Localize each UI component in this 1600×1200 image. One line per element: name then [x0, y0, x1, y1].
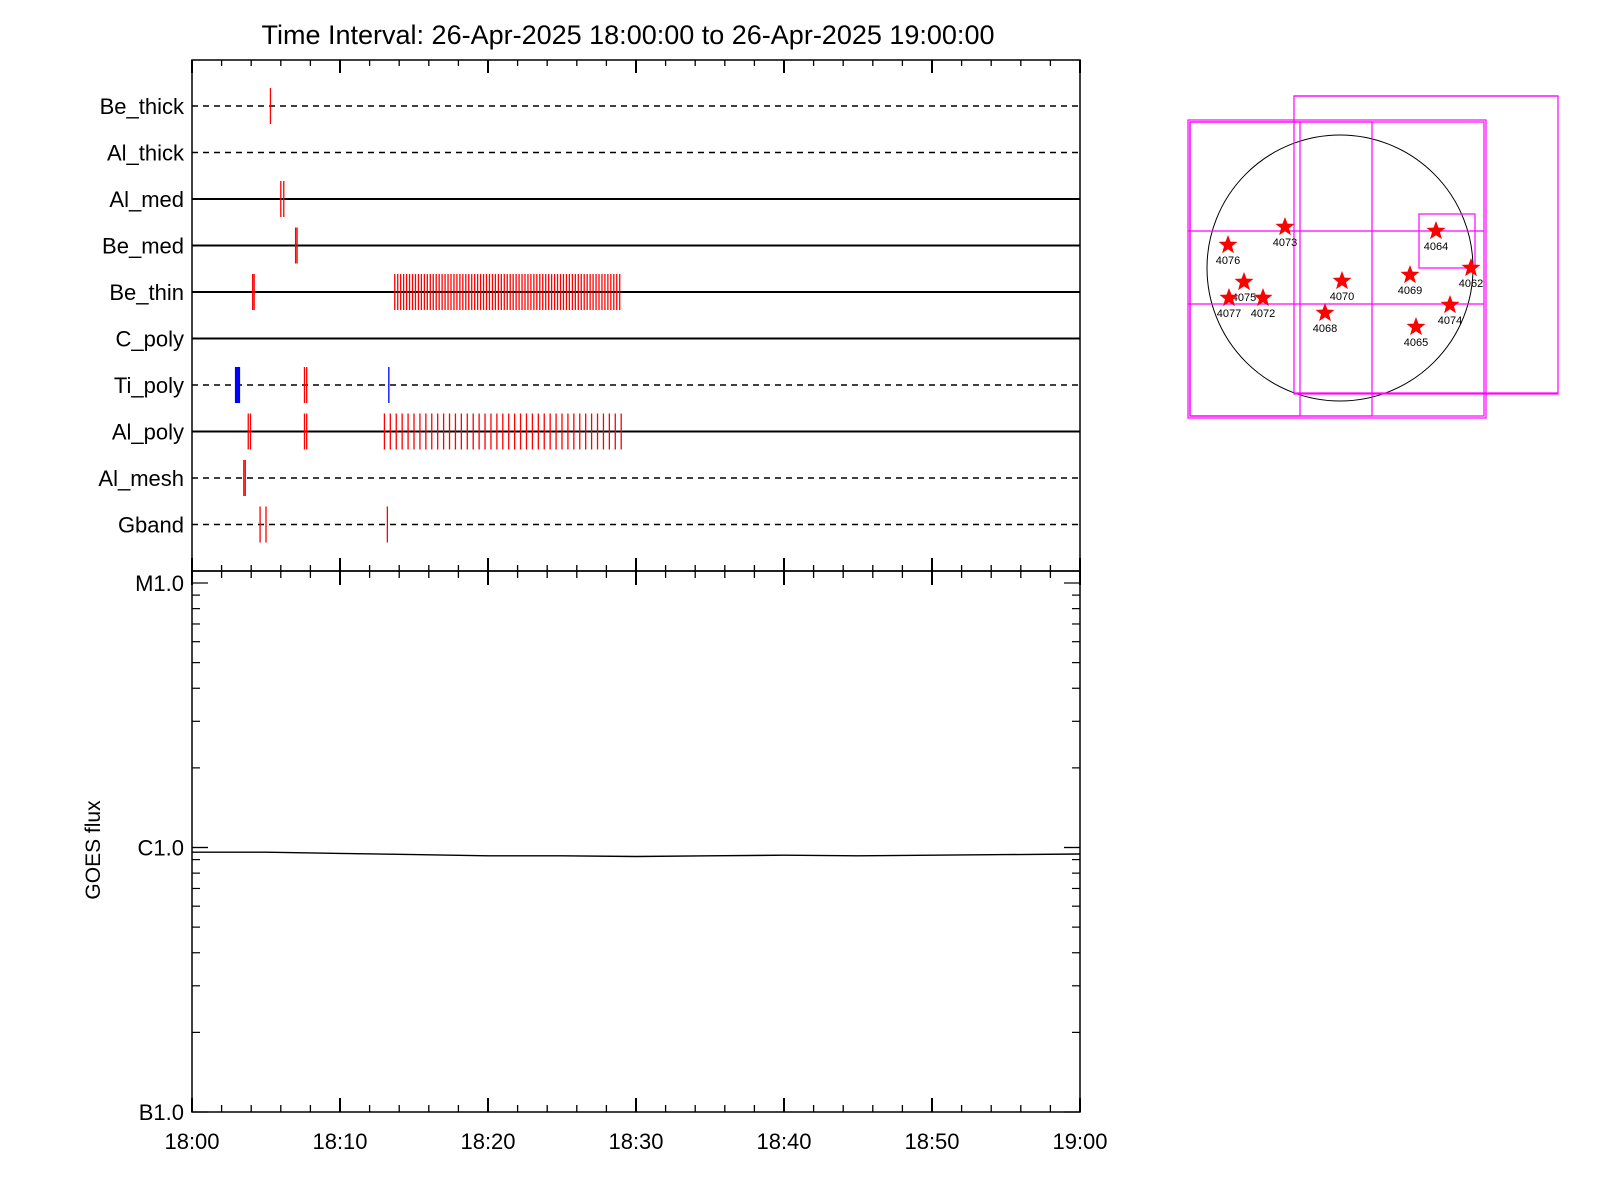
- fov-box: [1189, 121, 1373, 417]
- x-tick-label: 18:00: [164, 1129, 219, 1154]
- flux-frame: [191, 570, 1081, 1113]
- x-tick-label: 19:00: [1052, 1129, 1107, 1154]
- active-region-label: 4069: [1398, 285, 1422, 297]
- active-region-label: 4077: [1217, 308, 1241, 320]
- fov-box: [1187, 119, 1487, 419]
- timeline-frame: [191, 59, 1081, 572]
- fov-box: [1189, 121, 1485, 417]
- active-region-label: 4068: [1313, 323, 1337, 335]
- y-axis-label: GOES flux: [82, 800, 105, 900]
- y-tick-label: C1.0: [138, 836, 184, 861]
- filter-timeline-panel: Be_thick Al_thick Al_med Be_med Be_thin C_pol…: [98, 59, 1081, 572]
- filter-label: Al_mesh: [98, 466, 184, 491]
- y-tick-label: M1.0: [135, 571, 184, 596]
- filter-label: Gband: [118, 513, 184, 538]
- solar-disk-panel: 4076 4073 4064 4062 4075 4072 4077 4070 4068 4069…: [1187, 95, 1559, 419]
- filter-label: C_poly: [116, 327, 184, 352]
- filter-label: Al_poly: [112, 420, 184, 445]
- active-region-star: [1218, 235, 1238, 254]
- x-tick-label: 18:40: [756, 1129, 811, 1154]
- active-region-star: [1275, 217, 1295, 236]
- filter-label: Ti_poly: [114, 373, 184, 398]
- active-region-label: 4062: [1459, 278, 1483, 290]
- chart-title: Time Interval: 26-Apr-2025 18:00:00 to 2…: [262, 20, 995, 50]
- active-region-label: 4072: [1251, 308, 1275, 320]
- fov-box: [1189, 121, 1301, 417]
- active-region-label: 4074: [1438, 315, 1462, 327]
- active-region-star: [1219, 288, 1239, 307]
- active-region-star: [1426, 221, 1446, 240]
- active-region-label: 4065: [1404, 337, 1428, 349]
- x-tick-label: 18:30: [608, 1129, 663, 1154]
- active-region-label: 4075: [1232, 292, 1256, 304]
- active-region-star: [1440, 295, 1460, 314]
- goes-flux-line: [192, 851, 1081, 858]
- x-tick-label: 18:20: [460, 1129, 515, 1154]
- active-region-star: [1253, 288, 1273, 307]
- x-tick-label: 18:50: [904, 1129, 959, 1154]
- fov-box: [1418, 213, 1476, 269]
- active-region-label: 4073: [1273, 237, 1297, 249]
- filter-label: Be_thick: [100, 94, 185, 119]
- active-region-star: [1315, 303, 1335, 322]
- active-region-label: 4076: [1216, 255, 1240, 267]
- y-tick-label: B1.0: [139, 1100, 184, 1125]
- active-region-label: 4070: [1330, 291, 1354, 303]
- goes-flux-panel: M1.0 C1.0 B1.0 18:00 18:10 18:20 18:30 18:40 18:…: [135, 570, 1108, 1154]
- active-region-star: [1406, 317, 1426, 336]
- active-region-label: 4064: [1424, 241, 1448, 253]
- filter-label: Be_thin: [109, 280, 184, 305]
- active-region-star: [1234, 272, 1254, 291]
- active-region-star: [1461, 258, 1481, 277]
- x-tick-label: 18:10: [312, 1129, 367, 1154]
- active-region-star: [1332, 271, 1352, 290]
- filter-label: Al_thick: [107, 141, 185, 166]
- filter-label: Al_med: [109, 187, 184, 212]
- active-region-star: [1400, 265, 1420, 284]
- filter-label: Be_med: [102, 234, 184, 259]
